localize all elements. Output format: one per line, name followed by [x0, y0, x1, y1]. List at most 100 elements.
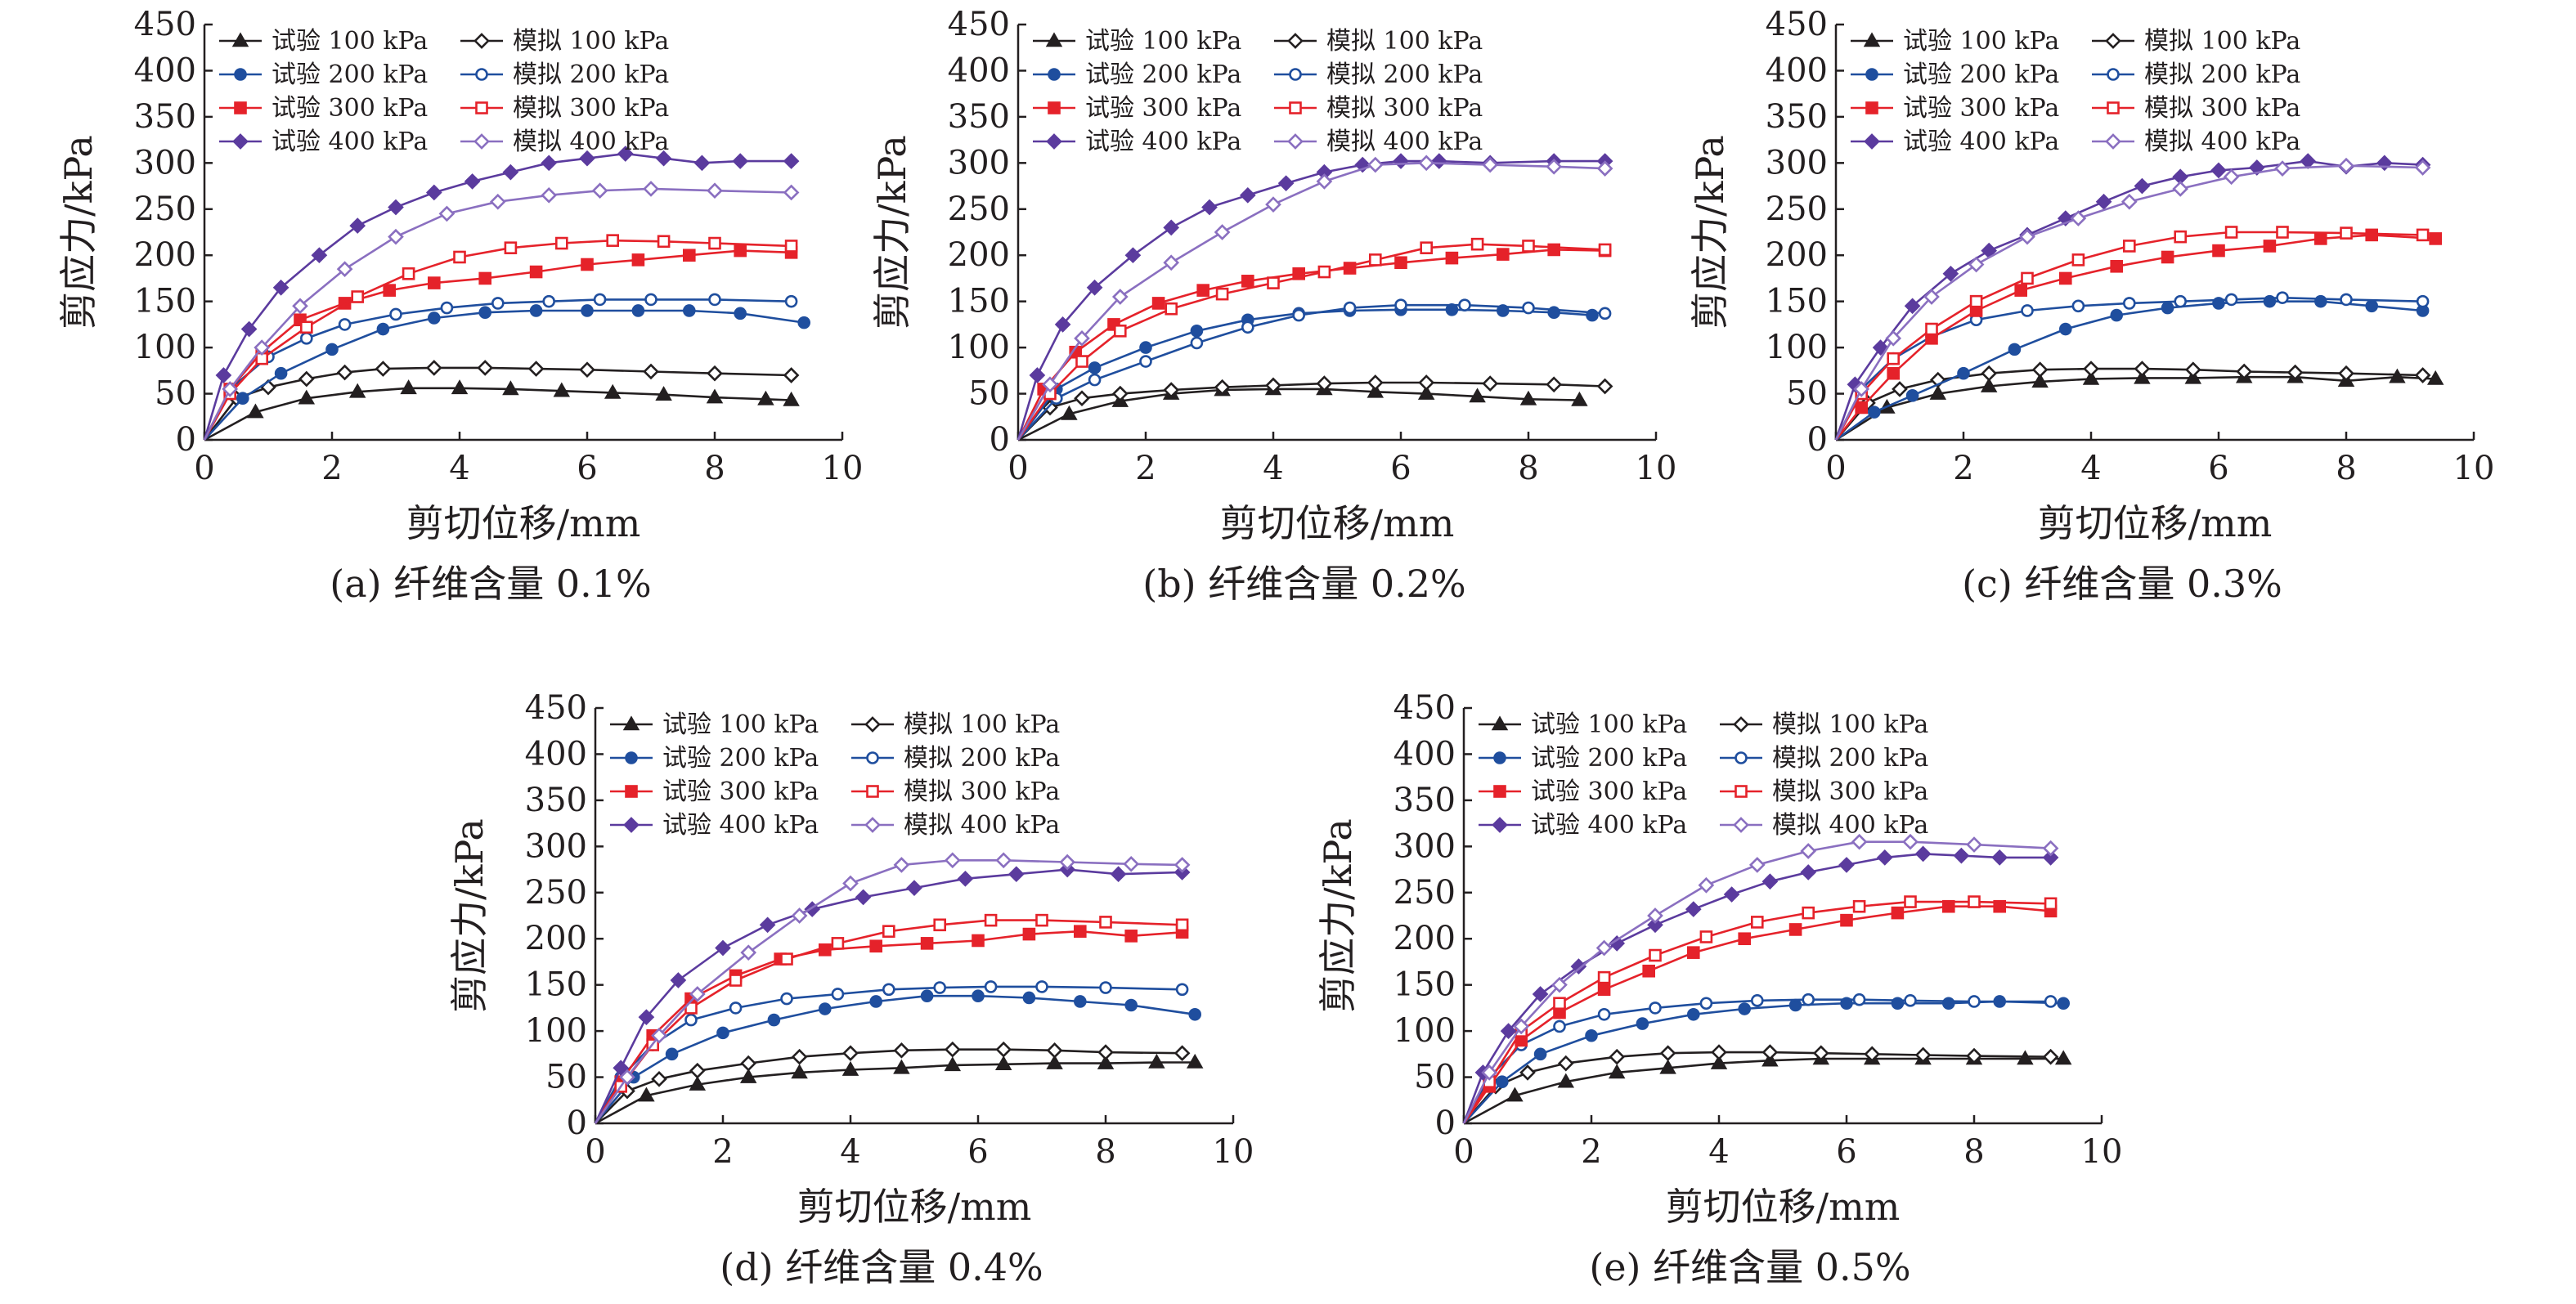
legend-swatch-marker: [2107, 101, 2120, 114]
data-point: [2389, 368, 2406, 383]
data-point: [1035, 913, 1048, 927]
data-point: [1942, 997, 1955, 1010]
data-point: [1738, 932, 1751, 946]
legend-item: 模拟 400 kPa: [1274, 128, 1483, 156]
data-point: [1687, 1007, 1700, 1021]
x-tick-label: 0: [1453, 1133, 1474, 1171]
data-point: [1111, 289, 1129, 305]
data-point: [842, 875, 859, 892]
data-point: [1151, 297, 1165, 310]
legend-label: 模拟 300 kPa: [1326, 94, 1483, 123]
x-axis-title: 剪切位移/mm: [797, 1185, 1032, 1229]
data-series: [204, 379, 800, 441]
data-point: [1174, 1045, 1191, 1062]
legend-swatch-marker: [622, 715, 640, 731]
data-point: [638, 1009, 655, 1026]
legend-item: 试验 300 kPa: [1851, 94, 2059, 123]
y-tick-label: 400: [1766, 52, 1828, 89]
data-point: [869, 995, 882, 1008]
data-point: [1699, 997, 1713, 1010]
y-tick-label: 50: [1786, 375, 1828, 413]
data-point: [1608, 1064, 1626, 1079]
data-point: [593, 293, 607, 307]
data-point: [831, 988, 845, 1001]
data-point: [1292, 308, 1305, 322]
legend-swatch-marker: [1048, 68, 1061, 81]
data-point: [791, 907, 808, 924]
legend-swatch-marker: [1045, 32, 1063, 47]
data-point: [1139, 341, 1152, 354]
data-point: [757, 390, 774, 406]
data-point: [2340, 293, 2353, 307]
data-point: [1942, 265, 1959, 282]
data-point: [682, 249, 696, 262]
data-point: [1522, 301, 1535, 315]
data-series: [595, 1041, 1191, 1124]
data-point: [541, 155, 558, 172]
data-point: [1046, 1055, 1063, 1069]
legend-item: 试验 400 kPa: [1033, 128, 1241, 156]
data-point: [1710, 1055, 1728, 1069]
data-point: [1546, 376, 1563, 393]
legend-swatch-marker: [234, 101, 247, 114]
y-tick-label: 300: [1766, 144, 1828, 181]
data-point: [2276, 291, 2289, 304]
data-point: [1239, 187, 1256, 204]
legend-label: 试验 300 kPa: [1085, 94, 1241, 123]
y-tick-label: 300: [134, 144, 196, 181]
y-axis-title: 剪应力/kPa: [1316, 818, 1360, 1013]
legend-swatch-marker: [864, 716, 881, 733]
series-line: [594, 868, 1183, 1124]
legend-swatch-marker: [473, 33, 490, 49]
series-line: [1834, 234, 2436, 441]
series-line: [594, 919, 1183, 1124]
data-point: [1533, 1047, 1547, 1061]
data-point: [348, 383, 366, 398]
data-point: [336, 261, 353, 277]
x-tick-label: 2: [1135, 450, 1156, 487]
data-point: [984, 980, 998, 993]
y-tick-label: 250: [1393, 874, 1456, 912]
legend-item: 试验 200 kPa: [1479, 744, 1687, 773]
data-series: [203, 244, 798, 441]
data-point: [1923, 289, 1940, 305]
data-point: [591, 182, 608, 199]
data-point: [994, 1055, 1012, 1071]
legend-label: 模拟 300 kPa: [2144, 94, 2300, 123]
data-point: [502, 164, 519, 181]
data-point: [1174, 857, 1191, 873]
legend-item: 模拟 400 kPa: [1720, 811, 1928, 840]
data-point: [581, 258, 594, 271]
legend-label: 模拟 200 kPa: [904, 744, 1060, 773]
data-point: [715, 939, 731, 957]
legend-label: 模拟 400 kPa: [2144, 128, 2300, 156]
data-point: [1553, 1019, 1566, 1033]
series-line: [1017, 381, 1605, 441]
data-point: [2044, 897, 2058, 911]
data-point: [780, 952, 793, 966]
data-point: [1723, 886, 1740, 903]
legend-swatch-marker: [1289, 68, 1302, 81]
data-point: [1800, 843, 1817, 859]
legend-label: 试验 400 kPa: [1903, 128, 2059, 156]
data-point: [944, 1056, 962, 1072]
y-axis-title: 剪应力/kPa: [447, 818, 491, 1013]
data-point: [1445, 251, 1459, 265]
data-point: [1800, 864, 1817, 881]
data-point: [1876, 849, 1893, 866]
y-tick-label: 0: [176, 421, 196, 459]
data-point: [1367, 383, 1384, 398]
data-point: [1054, 316, 1071, 333]
data-point: [1761, 873, 1779, 890]
data-point: [2365, 228, 2378, 242]
data-point: [842, 1045, 859, 1062]
data-point: [1061, 405, 1078, 420]
data-point: [351, 290, 365, 303]
data-point: [1980, 377, 1998, 392]
x-axis-title: 剪切位移/mm: [1666, 1185, 1901, 1229]
data-point: [2429, 232, 2442, 245]
data-point: [1139, 355, 1152, 368]
data-point: [1838, 857, 1855, 873]
y-tick-label: 200: [134, 236, 196, 274]
x-tick-label: 10: [1213, 1133, 1254, 1171]
